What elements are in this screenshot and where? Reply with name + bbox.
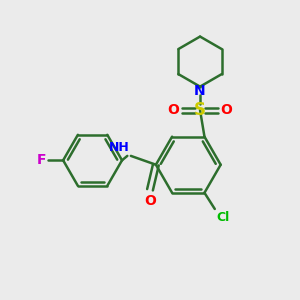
Text: F: F (37, 153, 46, 167)
Text: S: S (194, 101, 206, 119)
Text: O: O (168, 103, 179, 117)
Text: Cl: Cl (216, 211, 230, 224)
Text: O: O (221, 103, 232, 117)
Text: N: N (194, 84, 206, 98)
Text: NH: NH (109, 141, 129, 154)
Text: O: O (144, 194, 156, 208)
